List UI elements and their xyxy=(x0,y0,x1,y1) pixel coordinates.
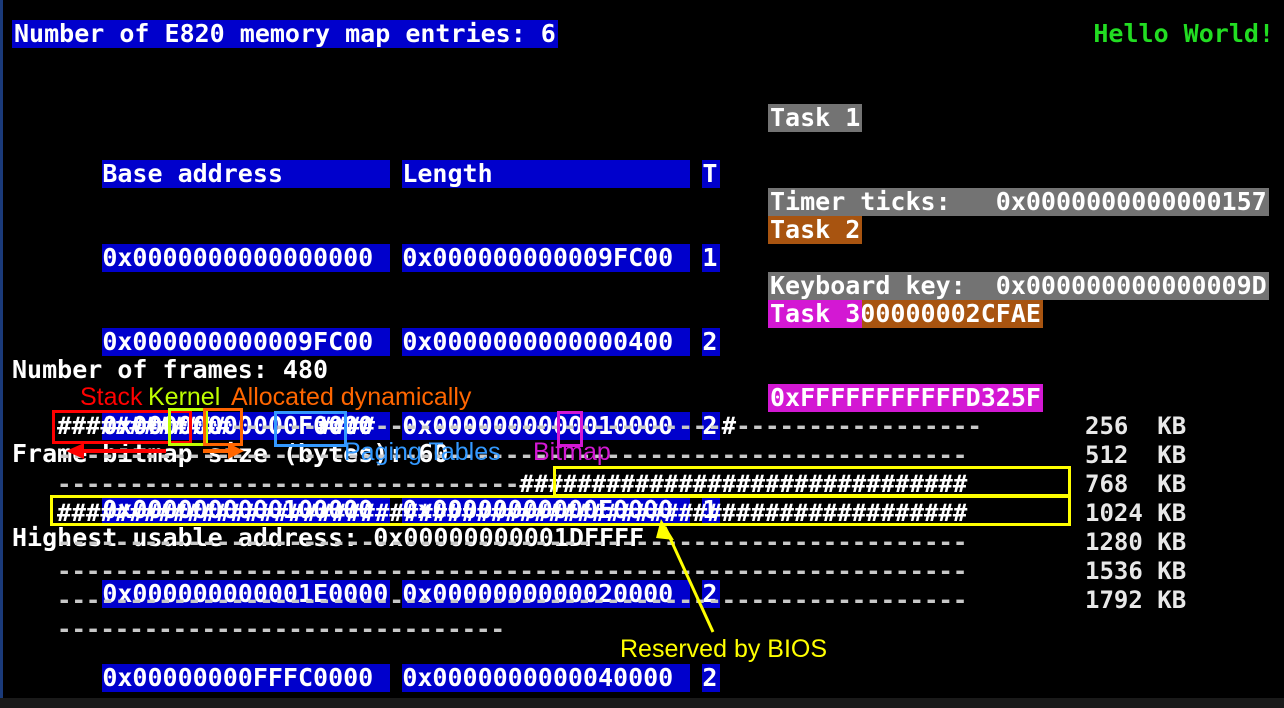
column-gap xyxy=(690,328,703,356)
bitmap-row: ----------------------------------------… xyxy=(57,528,968,556)
reserved-bios-label: Reserved by BIOS xyxy=(620,635,828,663)
bitmap-row: ########################################… xyxy=(57,499,968,527)
frame-bitmap-grid: ############------####------------------… xyxy=(57,412,982,644)
row-label-1536kb: 1536 KB xyxy=(1085,557,1187,585)
task-1-panel: Task 1 Timer ticks: 0x0000000000000157 K… xyxy=(768,48,1269,356)
column-gap xyxy=(390,496,403,524)
task-1-keyboard-key: Keyboard key: 0x000000000000009D xyxy=(768,271,1269,300)
task-1-timer-ticks: Timer ticks: 0x0000000000000157 xyxy=(768,187,1269,216)
row-label-768kb: 768 KB xyxy=(1085,470,1187,498)
screen-bottom-border xyxy=(0,698,1284,708)
column-gap xyxy=(390,580,403,608)
column-gap xyxy=(690,496,703,524)
cell-base-address: 0x000000000009FC00 xyxy=(102,328,391,356)
cell-type: 2 xyxy=(702,664,721,692)
cell-type: 1 xyxy=(702,496,721,524)
table-row: 0x00000000000F0000 0x0000000000010000 2 xyxy=(12,384,721,440)
stack-region-box xyxy=(52,410,192,444)
task-3-title: Task 3 xyxy=(768,299,863,328)
bitmap-row: --------------------------------########… xyxy=(57,470,968,498)
column-header-base-address: Base address xyxy=(102,160,391,188)
cell-base-address: 0x0000000000000000 xyxy=(102,244,391,272)
bitmap-row: ----------------------------------------… xyxy=(57,586,968,614)
allocated-region-box xyxy=(203,408,243,446)
bitmap-row: ############------####------------------… xyxy=(57,412,982,440)
cell-length: 0x00000000000E0000 xyxy=(402,496,691,524)
cell-length: 0x0000000000000400 xyxy=(402,328,691,356)
cell-base-address: 0x0000000000100000 xyxy=(102,496,391,524)
stack-label: Stack xyxy=(80,383,143,411)
column-gap xyxy=(390,412,403,440)
e820-table: Base address Length T 0x0000000000000000 0x… xyxy=(12,76,721,708)
reserved-bios-box-upper xyxy=(553,466,1071,497)
cell-length: 0x0000000000010000 xyxy=(402,412,691,440)
cell-type: 2 xyxy=(702,328,721,356)
bitmap-region-box xyxy=(557,411,583,447)
column-gap xyxy=(690,160,703,188)
column-gap xyxy=(390,328,403,356)
reserved-bios-box-lower xyxy=(50,495,1071,526)
bitmap-label: Bitmap xyxy=(533,438,611,466)
cell-type: 2 xyxy=(702,412,721,440)
row-label-1792kb: 1792 KB xyxy=(1085,586,1187,614)
column-gap xyxy=(390,244,403,272)
table-row: 0x0000000000100000 0x00000000000E0000 1 xyxy=(12,468,721,524)
cell-length: 0x0000000000040000 xyxy=(402,664,691,692)
table-row: 0x0000000000000000 0x000000000009FC00 1 xyxy=(12,216,721,272)
column-gap xyxy=(390,664,403,692)
cell-base-address: 0x00000000FFFC0000 xyxy=(102,664,391,692)
column-header-length: Length xyxy=(402,160,691,188)
cell-length: 0x000000000009FC00 xyxy=(402,244,691,272)
row-label-512kb: 512 KB xyxy=(1085,441,1187,469)
task-2-title: Task 2 xyxy=(768,215,863,244)
allocated-label: Allocated dynamically xyxy=(231,383,472,411)
table-row: 0x00000000FFFC0000 0x0000000000040000 2 xyxy=(12,636,721,692)
paging-tables-region-box xyxy=(274,411,347,447)
bitmap-row: ----------------------------------------… xyxy=(57,557,968,585)
task-3-panel: Task 3 0xFFFFFFFFFFFD325F xyxy=(768,244,1043,468)
bitmap-row: ------------------------------- xyxy=(57,615,505,643)
cell-base-address: 0x000000000001E0000 xyxy=(102,580,391,608)
cell-length: 0x0000000000020000 xyxy=(402,580,691,608)
cell-type: 1 xyxy=(702,244,721,272)
column-gap xyxy=(690,244,703,272)
table-row: 0x000000000001E0000 0x0000000000020000 2 xyxy=(12,552,721,608)
kernel-label: Kernel xyxy=(148,383,221,411)
screen-left-border xyxy=(0,0,3,708)
column-gap xyxy=(690,664,703,692)
row-label-1280kb: 1280 KB xyxy=(1085,528,1187,556)
table-header-row: Base address Length T xyxy=(12,132,721,188)
hello-world-text: Hello World! xyxy=(1093,19,1274,48)
table-row: 0x000000000009FC00 0x0000000000000400 2 xyxy=(12,300,721,356)
e820-entry-count-header: Number of E820 memory map entries: 6 xyxy=(12,19,558,48)
highest-address-line: Highest usable address: 0x00000000001DFF… xyxy=(12,523,645,552)
task-1-title: Task 1 xyxy=(768,103,863,132)
kernel-region-box xyxy=(168,408,208,446)
task-3-counter: 0xFFFFFFFFFFFD325F xyxy=(768,383,1043,412)
column-header-type: T xyxy=(702,160,721,188)
row-label-256kb: 256 KB xyxy=(1085,412,1187,440)
cell-base-address: 0x00000000000F0000 xyxy=(102,412,391,440)
column-gap xyxy=(390,160,403,188)
column-gap xyxy=(690,412,703,440)
row-label-1024kb: 1024 KB xyxy=(1085,499,1187,527)
paging-tables-label: Paging Tables xyxy=(344,438,501,466)
frames-count-line: Number of frames: 480 xyxy=(12,355,329,384)
